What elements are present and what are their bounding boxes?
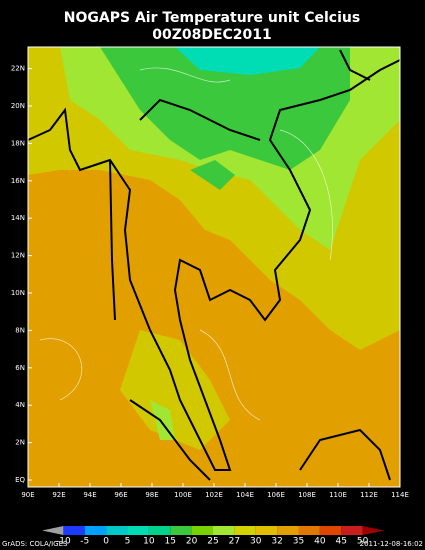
lon-label: 92E bbox=[52, 491, 65, 499]
lat-label: 14N bbox=[11, 214, 25, 222]
colorbar-label: -5 bbox=[80, 537, 89, 547]
lat-label: 16N bbox=[11, 177, 25, 185]
colorbar-label: 27 bbox=[229, 537, 240, 547]
colorbar-swatch bbox=[255, 526, 278, 535]
coastlines bbox=[27, 49, 401, 481]
colorbar-swatch bbox=[170, 526, 192, 535]
lat-label: 20N bbox=[11, 102, 25, 110]
lon-label: 90E bbox=[21, 491, 34, 499]
colorbar-swatch bbox=[106, 526, 128, 535]
lon-label: 106E bbox=[267, 491, 285, 499]
lon-label: 94E bbox=[83, 491, 96, 499]
colorbar-label: 30 bbox=[250, 537, 262, 547]
colorbar-swatch bbox=[298, 526, 320, 535]
colorbar-swatch bbox=[63, 526, 85, 535]
temperature-field bbox=[28, 47, 400, 487]
lon-label: 114E bbox=[391, 491, 409, 499]
lon-label: 96E bbox=[114, 491, 127, 499]
lat-label: 18N bbox=[11, 139, 25, 147]
colorbar-swatch bbox=[213, 526, 235, 535]
lat-label: 6N bbox=[15, 364, 25, 372]
lat-label: 4N bbox=[15, 401, 25, 409]
lat-label: EQ bbox=[15, 476, 25, 484]
colorbar-swatch bbox=[84, 526, 107, 535]
colorbar-label: 45 bbox=[336, 537, 347, 547]
lon-label: 108E bbox=[298, 491, 316, 499]
lat-label: 2N bbox=[15, 439, 25, 447]
colorbar-label: 40 bbox=[314, 537, 326, 547]
colorbar-swatch bbox=[148, 526, 171, 535]
lat-label: 22N bbox=[11, 65, 25, 73]
lat-label: 12N bbox=[11, 252, 25, 260]
lat-label: 8N bbox=[15, 326, 25, 334]
lon-label: 98E bbox=[145, 491, 158, 499]
lon-label: 100E bbox=[174, 491, 192, 499]
footer-left: GrADS: COLA/IGES bbox=[2, 540, 68, 548]
colorbar-label: 5 bbox=[125, 537, 131, 547]
footer-right: 2011-12-08-16:02 bbox=[360, 540, 423, 548]
colorbar-label: 20 bbox=[186, 537, 198, 547]
lon-label: 102E bbox=[205, 491, 223, 499]
colorbar-swatch bbox=[277, 526, 299, 535]
colorbar-label: 50 bbox=[357, 537, 369, 547]
colorbar-label: 32 bbox=[271, 537, 282, 547]
colorbar-label: 0 bbox=[103, 537, 109, 547]
contours bbox=[39, 67, 333, 421]
title: NOGAPS Air Temperature unit Celcius bbox=[64, 10, 360, 26]
lat-label: 10N bbox=[11, 289, 25, 297]
colorbar-end bbox=[42, 526, 64, 535]
colorbar-label: 15 bbox=[165, 537, 176, 547]
colorbar-label: 25 bbox=[207, 537, 218, 547]
colorbar-label: -10 bbox=[56, 537, 71, 547]
colorbar-end bbox=[362, 526, 384, 535]
colorbar-swatch bbox=[127, 526, 149, 535]
lon-label: 104E bbox=[236, 491, 254, 499]
colorbar-label: 10 bbox=[143, 537, 155, 547]
lon-label: 110E bbox=[329, 491, 347, 499]
colorbar-swatch bbox=[319, 526, 342, 535]
colorbar-label: 35 bbox=[293, 537, 304, 547]
lon-label: 112E bbox=[360, 491, 378, 499]
colorbar-swatch bbox=[191, 526, 213, 535]
colorbar-swatch bbox=[341, 526, 363, 535]
colorbar-swatch bbox=[234, 526, 256, 535]
subtitle: 00Z08DEC2011 bbox=[152, 27, 272, 43]
